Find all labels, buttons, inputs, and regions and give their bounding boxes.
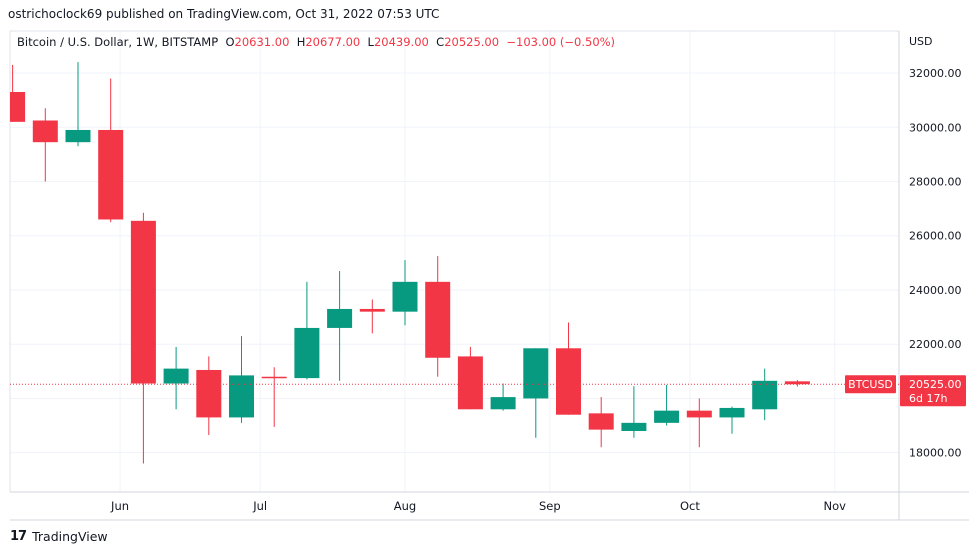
candle-body-up bbox=[294, 327, 320, 379]
symbol-tag-label: BTCUSD bbox=[848, 378, 893, 391]
candle-body-up bbox=[229, 375, 254, 418]
candle-body-down bbox=[784, 381, 810, 385]
price-tick-label: 24000.00 bbox=[909, 284, 962, 297]
candle-body-down bbox=[196, 369, 222, 418]
legend-low-value: 20439.00 bbox=[374, 35, 436, 49]
candle-body-up bbox=[523, 348, 549, 399]
price-tick-label: 26000.00 bbox=[909, 230, 962, 243]
legend-low-label: L bbox=[368, 35, 375, 49]
candle-body-up bbox=[752, 380, 778, 410]
tradingview-logo-icon: 17 bbox=[10, 529, 27, 544]
tradingview-wordmark: TradingView bbox=[32, 529, 108, 544]
candle-body-up bbox=[490, 397, 516, 410]
time-axis-label: Nov bbox=[824, 499, 847, 513]
candle-body-up bbox=[719, 407, 745, 418]
candles-group bbox=[10, 62, 810, 464]
legend-high-label: H bbox=[297, 35, 306, 49]
candle-body-up bbox=[392, 281, 418, 312]
legend-change-value: −103.00 (−0.50%) bbox=[506, 35, 615, 49]
candle-body-down bbox=[425, 281, 451, 358]
price-tick-label: 32000.00 bbox=[909, 67, 962, 80]
legend-high-value: 20677.00 bbox=[305, 35, 367, 49]
ohlc-legend: Bitcoin / U.S. Dollar, 1W, BITSTAMP O206… bbox=[17, 35, 615, 49]
price-tick-label: 22000.00 bbox=[909, 338, 962, 351]
last-price-tag bbox=[900, 375, 966, 407]
time-axis-label: Sep bbox=[539, 499, 561, 513]
tradingview-branding[interactable]: 17 TradingView bbox=[10, 529, 108, 544]
candle-body-down bbox=[588, 413, 614, 430]
price-tick-label: 28000.00 bbox=[909, 176, 962, 189]
legend-open-value: 20631.00 bbox=[235, 35, 297, 49]
legend-close-value: 20525.00 bbox=[444, 35, 506, 49]
legend-open-label: O bbox=[225, 35, 234, 49]
candle-body-down bbox=[261, 376, 287, 379]
legend-close-label: C bbox=[436, 35, 444, 49]
candle-body-down bbox=[686, 410, 712, 418]
time-axis-label: Oct bbox=[680, 499, 700, 513]
bar-countdown-label: 6d 17h bbox=[909, 392, 947, 405]
symbol-tag bbox=[845, 375, 896, 394]
legend-symbol: Bitcoin / U.S. Dollar, 1W, BITSTAMP bbox=[17, 35, 225, 49]
candle-body-down bbox=[359, 308, 385, 312]
candle-body-up bbox=[327, 308, 353, 328]
candle-body-up bbox=[65, 129, 91, 143]
last-price-label: 20525.00 bbox=[909, 378, 962, 391]
candle-body-up bbox=[163, 368, 189, 384]
currency-label: USD bbox=[909, 35, 933, 48]
time-axis-label: Aug bbox=[394, 499, 416, 513]
candle-body-down bbox=[10, 92, 26, 122]
candle-body-down bbox=[32, 120, 58, 143]
candle-body-up bbox=[621, 422, 647, 431]
candle-body-down bbox=[98, 129, 124, 220]
price-tick-label: 18000.00 bbox=[909, 447, 962, 460]
time-axis-label: Jul bbox=[252, 499, 267, 513]
candle-body-down bbox=[556, 348, 581, 415]
candle-body-down bbox=[130, 220, 156, 384]
candle-body-up bbox=[654, 410, 680, 423]
price-tick-label: 30000.00 bbox=[909, 121, 962, 134]
candle-body-down bbox=[457, 356, 483, 410]
time-axis-label: Jun bbox=[110, 499, 129, 513]
publisher-line: ostrichoclock69 published on TradingView… bbox=[8, 7, 440, 21]
